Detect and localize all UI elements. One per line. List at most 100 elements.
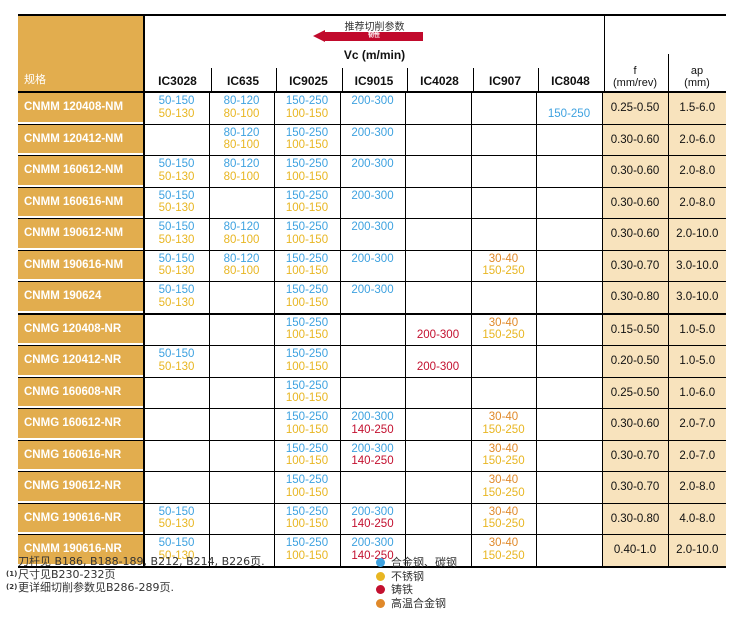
empty-slot bbox=[406, 284, 470, 297]
table-row: CNMG 190616-NR 50-150 50-130 150-250 100-150… bbox=[18, 503, 726, 535]
empty-slot bbox=[341, 171, 405, 184]
empty-slot bbox=[210, 537, 274, 550]
vc-value: 200-300 bbox=[351, 442, 394, 455]
table-row: CNMM 120412-NM 80-120 80-100 150-250 100-150… bbox=[18, 124, 726, 156]
empty-slot bbox=[537, 221, 601, 234]
vc-label: Vc (m/min) bbox=[343, 48, 406, 62]
vc-value: 100-150 bbox=[285, 233, 329, 246]
vc-cell bbox=[143, 440, 208, 471]
vc-cell: 150-250 100-150 bbox=[274, 250, 339, 281]
vc-value: 50-130 bbox=[158, 233, 195, 246]
vc-value: 50-150 bbox=[158, 537, 195, 549]
vc-value: 100-150 bbox=[285, 107, 329, 120]
ap-value: 3.0-10.0 bbox=[667, 250, 726, 281]
vc-cell bbox=[405, 472, 470, 503]
vc-cell bbox=[208, 314, 274, 345]
empty-slot bbox=[341, 234, 405, 247]
empty-slot bbox=[406, 265, 470, 278]
feed-depth-header: f (mm/rev) ap (mm) bbox=[602, 16, 726, 91]
vc-cell: 80-120 80-100 bbox=[208, 124, 274, 155]
empty-slot bbox=[406, 411, 470, 424]
vc-value: 30-40 bbox=[488, 505, 519, 518]
divider bbox=[668, 54, 669, 91]
footnote-text: 更详细切削参数见B286-289页. bbox=[18, 581, 175, 594]
vc-value: 150-250 bbox=[285, 221, 329, 233]
vc-cell: 200-300 140-250 bbox=[339, 503, 405, 534]
table-row: CNMM 160612-NM 50-150 50-130 80-120 80-100 15… bbox=[18, 156, 726, 188]
vc-cell bbox=[405, 124, 470, 155]
empty-slot bbox=[210, 411, 274, 424]
vc-cell bbox=[470, 93, 536, 124]
vc-value: 50-150 bbox=[158, 284, 195, 296]
vc-cell bbox=[536, 250, 601, 281]
empty-slot bbox=[406, 424, 470, 437]
vc-value: 200-300 bbox=[351, 284, 394, 296]
vc-value: 100-150 bbox=[285, 455, 329, 467]
vc-value: 80-120 bbox=[223, 126, 260, 139]
f-value: 0.30-0.70 bbox=[601, 440, 668, 471]
vc-cell: 30-40 150-250 bbox=[470, 503, 536, 534]
vc-cell bbox=[405, 503, 470, 534]
empty-slot bbox=[472, 202, 536, 215]
vc-value: 140-250 bbox=[351, 518, 394, 530]
empty-slot bbox=[145, 424, 208, 437]
f-value: 0.25-0.50 bbox=[601, 377, 668, 408]
table-row: CNMM 190612-NM 50-150 50-130 80-120 80-100 15… bbox=[18, 219, 726, 251]
legend-item: 铸铁 bbox=[376, 583, 457, 597]
ap-value: 2.0-8.0 bbox=[667, 187, 726, 218]
vc-value: 80-120 bbox=[223, 252, 260, 265]
empty-slot bbox=[406, 518, 470, 531]
f-label: f bbox=[633, 65, 637, 77]
f-value: 0.30-0.60 bbox=[601, 124, 668, 155]
grade-header-ic907: IC907 bbox=[488, 74, 522, 88]
vc-cell bbox=[405, 93, 470, 124]
vc-cell bbox=[339, 377, 405, 408]
vc-value: 140-250 bbox=[351, 423, 394, 436]
vc-value: 200-300 bbox=[351, 411, 394, 423]
vc-value: 150-250 bbox=[285, 348, 329, 360]
color-dot-icon bbox=[376, 598, 385, 608]
vc-cell bbox=[536, 409, 601, 440]
vc-value: 30-40 bbox=[488, 442, 519, 455]
insert-spec: CNMG 190612-NR bbox=[18, 472, 143, 503]
empty-slot bbox=[145, 127, 208, 140]
empty-slot bbox=[145, 411, 208, 424]
vc-value: 100-150 bbox=[285, 518, 329, 530]
vc-value: 140-250 bbox=[351, 455, 394, 467]
empty-slot bbox=[472, 392, 536, 405]
vc-value: 100-150 bbox=[285, 486, 329, 499]
vc-cell bbox=[405, 535, 470, 566]
empty-slot bbox=[537, 455, 601, 468]
vc-value: 150-250 bbox=[482, 329, 525, 341]
empty-slot bbox=[406, 139, 470, 152]
empty-slot bbox=[406, 171, 470, 184]
insert-spec: CNMG 190616-NR bbox=[18, 503, 143, 534]
vc-value: 100-150 bbox=[285, 549, 329, 562]
vc-value: 50-130 bbox=[158, 296, 195, 309]
vc-cell bbox=[470, 282, 536, 313]
vc-value: 150-250 bbox=[482, 265, 525, 277]
vc-cell bbox=[208, 503, 274, 534]
empty-slot bbox=[537, 361, 601, 374]
vc-cell: 150-250 100-150 bbox=[274, 377, 339, 408]
empty-slot bbox=[341, 380, 405, 393]
empty-slot bbox=[537, 127, 601, 140]
spec-header-cell: 规格 bbox=[18, 16, 143, 91]
ap-value: 1.0-6.0 bbox=[667, 377, 726, 408]
vc-value: 50-150 bbox=[158, 252, 195, 265]
vc-cell: 200-300 bbox=[405, 346, 470, 377]
insert-spec: CNMM 190616-NM bbox=[18, 250, 143, 281]
table-row: CNMG 160616-NR 150-250 100-150 200-300 140-2… bbox=[18, 440, 726, 472]
vc-value: 30-40 bbox=[488, 537, 519, 549]
vc-cell bbox=[405, 282, 470, 313]
empty-slot bbox=[145, 474, 208, 487]
vc-cell bbox=[143, 472, 208, 503]
empty-slot bbox=[537, 487, 601, 500]
empty-slot bbox=[210, 392, 274, 405]
vc-cell: 30-40 150-250 bbox=[470, 409, 536, 440]
vc-cell bbox=[536, 314, 601, 345]
vc-cell: 50-150 50-130 bbox=[143, 250, 208, 281]
vc-value: 50-150 bbox=[158, 158, 195, 170]
empty-slot bbox=[472, 348, 536, 361]
vc-cell: 150-250 100-150 bbox=[274, 503, 339, 534]
